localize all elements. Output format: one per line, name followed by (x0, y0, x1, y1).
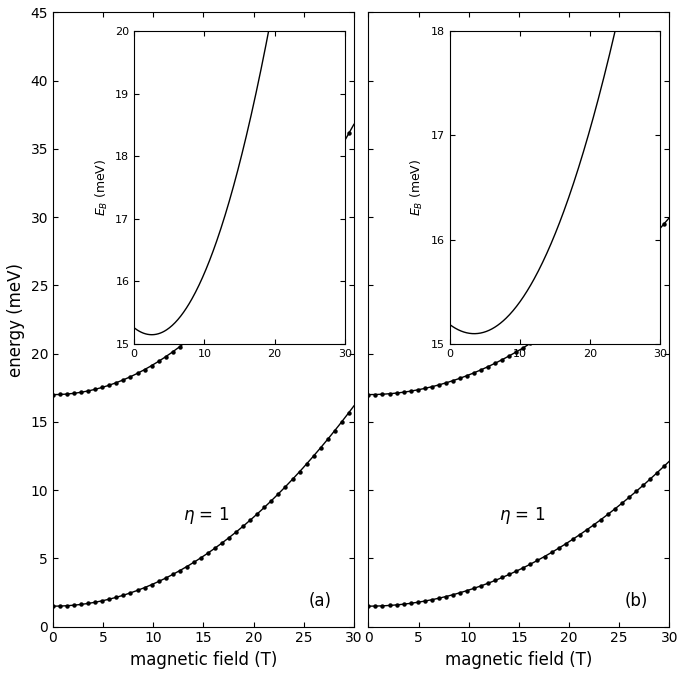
Y-axis label: energy (meV): energy (meV) (7, 262, 25, 377)
Text: $\eta$ = 0: $\eta$ = 0 (193, 305, 240, 326)
X-axis label: magnetic field (T): magnetic field (T) (129, 651, 277, 669)
Text: (a): (a) (309, 592, 332, 610)
X-axis label: magnetic field (T): magnetic field (T) (445, 651, 593, 669)
Text: (b): (b) (624, 592, 647, 610)
Text: $\eta$ = 1: $\eta$ = 1 (499, 505, 545, 526)
Text: $\eta$ = 1: $\eta$ = 1 (184, 505, 229, 526)
Text: $\eta$ = 0: $\eta$ = 0 (509, 305, 556, 326)
